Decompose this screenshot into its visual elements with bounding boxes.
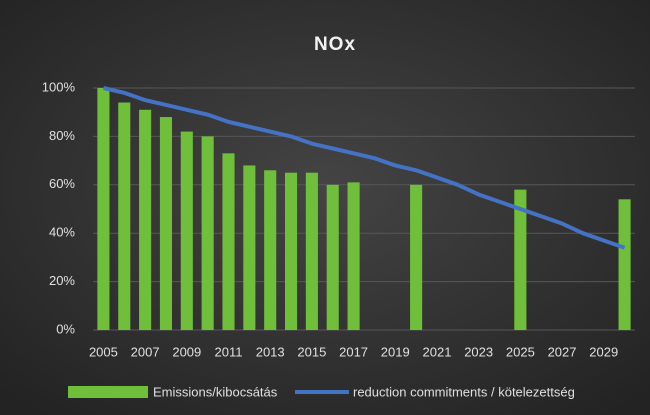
bar <box>347 182 360 330</box>
y-tick-label: 20% <box>49 273 75 288</box>
bar <box>618 199 631 330</box>
bar <box>410 184 423 330</box>
bar <box>305 172 318 330</box>
bar <box>243 165 256 330</box>
y-tick-label: 100% <box>42 79 76 94</box>
legend-label: reduction commitments / kötelezettség <box>353 384 575 399</box>
y-tick-label: 0% <box>56 321 75 336</box>
bar <box>284 172 298 330</box>
bar <box>222 153 235 330</box>
bar <box>139 109 152 330</box>
y-tick-label: 80% <box>49 128 75 143</box>
bar <box>118 102 131 331</box>
x-tick-label: 2013 <box>256 344 285 359</box>
bar <box>264 170 277 330</box>
x-tick-label: 2015 <box>297 344 326 359</box>
bar <box>159 117 173 330</box>
x-tick-label: 2025 <box>506 344 535 359</box>
chart-title: NOx <box>314 34 356 55</box>
legend-label: Emissions/kibocsátás <box>153 384 278 399</box>
x-tick-label: 2011 <box>215 344 243 359</box>
bar <box>514 189 527 330</box>
y-tick-label: 60% <box>49 176 75 191</box>
x-tick-label: 2023 <box>464 344 493 359</box>
line <box>102 86 626 250</box>
bar <box>97 88 110 330</box>
x-tick-label: 2009 <box>172 344 201 359</box>
x-tick-label: 2027 <box>548 344 577 359</box>
legend-swatch <box>68 386 148 398</box>
x-tick-label: 2005 <box>89 344 118 359</box>
x-tick-label: 2007 <box>131 344 160 359</box>
bar <box>326 184 339 330</box>
x-tick-label: 2019 <box>381 344 410 359</box>
x-tick-label: 2029 <box>589 344 618 359</box>
x-tick-label: 2017 <box>339 344 368 359</box>
x-tick-label: 2021 <box>423 344 452 359</box>
bar <box>180 131 193 330</box>
bar <box>201 136 214 330</box>
y-tick-label: 40% <box>49 225 75 240</box>
